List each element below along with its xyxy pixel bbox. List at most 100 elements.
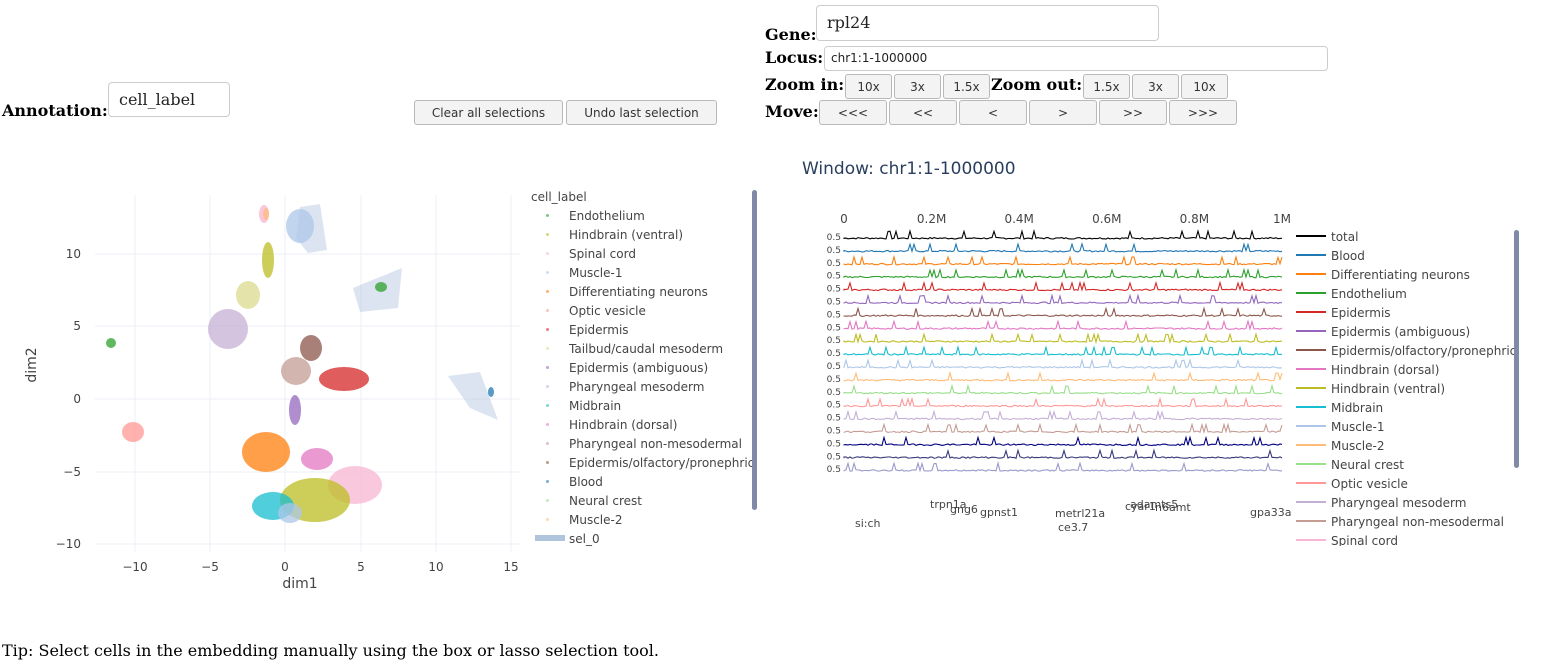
embedding-legend-item[interactable]: Muscle-2 [535, 513, 623, 527]
embedding-legend-item[interactable]: Midbrain [535, 399, 621, 413]
embedding-legend-item[interactable]: Neural crest [535, 494, 642, 508]
legend-label: Pharyngeal mesoderm [569, 380, 705, 394]
tracks-legend-item[interactable]: total [1296, 230, 1358, 244]
embedding-legend-item[interactable]: Tailbud/caudal mesoderm [535, 342, 723, 356]
tracks-legend-item[interactable]: Epidermis [1296, 306, 1391, 320]
legend-line-icon [1296, 425, 1326, 427]
legend-label: Epidermis/olfactory/pronephric [569, 456, 755, 470]
tracks-legend-item[interactable]: Epidermis (ambiguous) [1296, 325, 1470, 339]
locus-input[interactable]: chr1:1-1000000 [824, 46, 1328, 71]
embedding-ytick: 10 [66, 247, 81, 261]
selection-shape[interactable] [448, 372, 498, 420]
cluster-endothelium [375, 282, 387, 292]
legend-line-icon [1296, 273, 1326, 275]
legend-label: Spinal cord [1331, 534, 1398, 546]
embedding-legend-scrollbar[interactable] [752, 190, 757, 510]
tracks-legend-item[interactable]: Neural crest [1296, 458, 1404, 472]
legend-label: Blood [1331, 249, 1365, 263]
tracks-window-title: Window: chr1:1-1000000 [802, 159, 1016, 179]
legend-dot-icon [546, 252, 549, 255]
move-step-right-button[interactable]: > [1029, 100, 1097, 125]
gene-annotation-label: ce3.7 [1058, 521, 1088, 534]
embedding-legend-item[interactable]: Blood [535, 475, 603, 489]
legend-line-icon [1296, 463, 1326, 465]
zoom-in-1-5x-button[interactable]: 1.5x [943, 74, 990, 99]
tracks-legend-item[interactable]: Muscle-1 [1296, 420, 1385, 434]
tracks-legend-item[interactable]: Pharyngeal mesoderm [1296, 496, 1466, 510]
tracks-legend-item[interactable]: Midbrain [1296, 401, 1383, 415]
legend-label: sel_0 [569, 532, 600, 546]
tracks-legend[interactable]: total Blood Differentiating neurons Endothe… [1296, 230, 1516, 546]
embedding-legend-item[interactable]: Epidermis [535, 323, 629, 337]
cluster-tailbud-caudal-mesoderm [236, 281, 260, 309]
legend-label: Hindbrain (ventral) [1331, 382, 1446, 396]
tracks-legend-item[interactable]: Endothelium [1296, 287, 1407, 301]
gene-input[interactable]: rpl24 [816, 5, 1159, 41]
embedding-legend-item[interactable]: Hindbrain (ventral) [535, 228, 683, 242]
tracks-legend-item[interactable]: Differentiating neurons [1296, 268, 1470, 282]
move-far-left-button[interactable]: <<< [819, 100, 887, 125]
embedding-xtick: 0 [281, 560, 289, 574]
legend-label: Pharyngeal mesoderm [1331, 496, 1467, 510]
embedding-legend-item[interactable]: Pharyngeal mesoderm [535, 380, 704, 394]
embedding-legend-item[interactable]: Endothelium [535, 209, 645, 223]
embedding-legend-item[interactable]: Optic vesicle [535, 304, 646, 318]
move-right-button[interactable]: >> [1099, 100, 1167, 125]
legend-dot-icon [546, 328, 549, 331]
legend-dot-icon [546, 423, 549, 426]
tracks-ytick: 0.5 [827, 246, 841, 256]
tracks-legend-item[interactable]: Epidermis/olfactory/pronephric [1296, 344, 1516, 358]
coverage-track-line [843, 344, 1283, 356]
cluster-muscle-1 [278, 503, 302, 523]
tracks-ytick: 0.5 [827, 362, 841, 372]
embedding-legend-item[interactable]: Epidermis/olfactory/pronephric [535, 456, 754, 470]
legend-dot-icon [546, 404, 549, 407]
embedding-legend-item[interactable]: Muscle-1 [535, 266, 623, 280]
gene-annotation-label: gng6 [950, 503, 978, 516]
undo-selection-button[interactable]: Undo last selection [566, 100, 717, 125]
zoom-in-3x-button[interactable]: 3x [894, 74, 941, 99]
embedding-legend-item[interactable]: Hindbrain (dorsal) [535, 418, 677, 432]
embedding-ticks: −10 −5 0 5 10 15 10 5 0 −5 −10 [56, 247, 519, 574]
move-left-button[interactable]: << [889, 100, 957, 125]
zoom-in-10x-button[interactable]: 10x [845, 74, 892, 99]
legend-label: Pharyngeal non-mesodermal [1331, 515, 1504, 529]
zoom-out-10x-button[interactable]: 10x [1181, 74, 1228, 99]
tracks-legend-item[interactable]: Blood [1296, 249, 1365, 263]
embedding-legend-item[interactable]: Epidermis (ambiguous) [535, 361, 708, 375]
embedding-xlabel: dim1 [282, 576, 317, 592]
tracks-legend-item[interactable]: Spinal cord [1296, 534, 1398, 546]
embedding-plot[interactable]: −10 −5 0 5 10 15 10 5 0 −5 −10 dim1 dim2 [0, 180, 530, 600]
cluster-pharyngeal-non-mesodermal [281, 357, 311, 385]
embedding-legend-item[interactable]: sel_0 [535, 532, 600, 546]
legend-line-icon [1296, 349, 1326, 351]
move-step-left-button[interactable]: < [959, 100, 1027, 125]
move-far-right-button[interactable]: >>> [1169, 100, 1237, 125]
gene-annotation-label: trpn1a [930, 498, 967, 511]
coverage-track-line [843, 228, 1283, 240]
tracks-xtick: 0.6M [1092, 212, 1121, 226]
zoom-out-1-5x-button[interactable]: 1.5x [1083, 74, 1130, 99]
embedding-legend-item[interactable]: Spinal cord [535, 247, 636, 261]
tracks-legend-item[interactable]: Muscle-2 [1296, 439, 1385, 453]
legend-line-icon [1296, 292, 1326, 294]
cluster-epidermis [319, 367, 369, 391]
coverage-track-line [843, 280, 1283, 292]
zoom-out-3x-button[interactable]: 3x [1132, 74, 1179, 99]
clear-selections-button[interactable]: Clear all selections [414, 100, 563, 125]
embedding-legend-item[interactable]: Differentiating neurons [535, 285, 708, 299]
embedding-legend-item[interactable]: Pharyngeal non-mesodermal [535, 437, 742, 451]
tracks-ytick: 0.5 [827, 452, 841, 462]
tracks-ytick: 0.5 [827, 298, 841, 308]
legend-line-icon [1296, 387, 1326, 389]
legend-label: Epidermis (ambiguous) [569, 361, 709, 375]
tracks-legend-item[interactable]: Pharyngeal non-mesodermal [1296, 515, 1504, 529]
coverage-tracks-plot[interactable]: 0 0.2M 0.4M 0.6M 0.8M 1M 0.50.50.50.50.50.50.… [800, 205, 1300, 550]
legend-label: Epidermis [1331, 306, 1391, 320]
tracks-legend-item[interactable]: Hindbrain (dorsal) [1296, 363, 1439, 377]
tracks-legend-scrollbar[interactable] [1514, 230, 1519, 468]
tracks-legend-item[interactable]: Optic vesicle [1296, 477, 1408, 491]
annotation-input[interactable]: cell_label [108, 82, 230, 117]
coverage-track-line [843, 448, 1283, 460]
tracks-legend-item[interactable]: Hindbrain (ventral) [1296, 382, 1445, 396]
